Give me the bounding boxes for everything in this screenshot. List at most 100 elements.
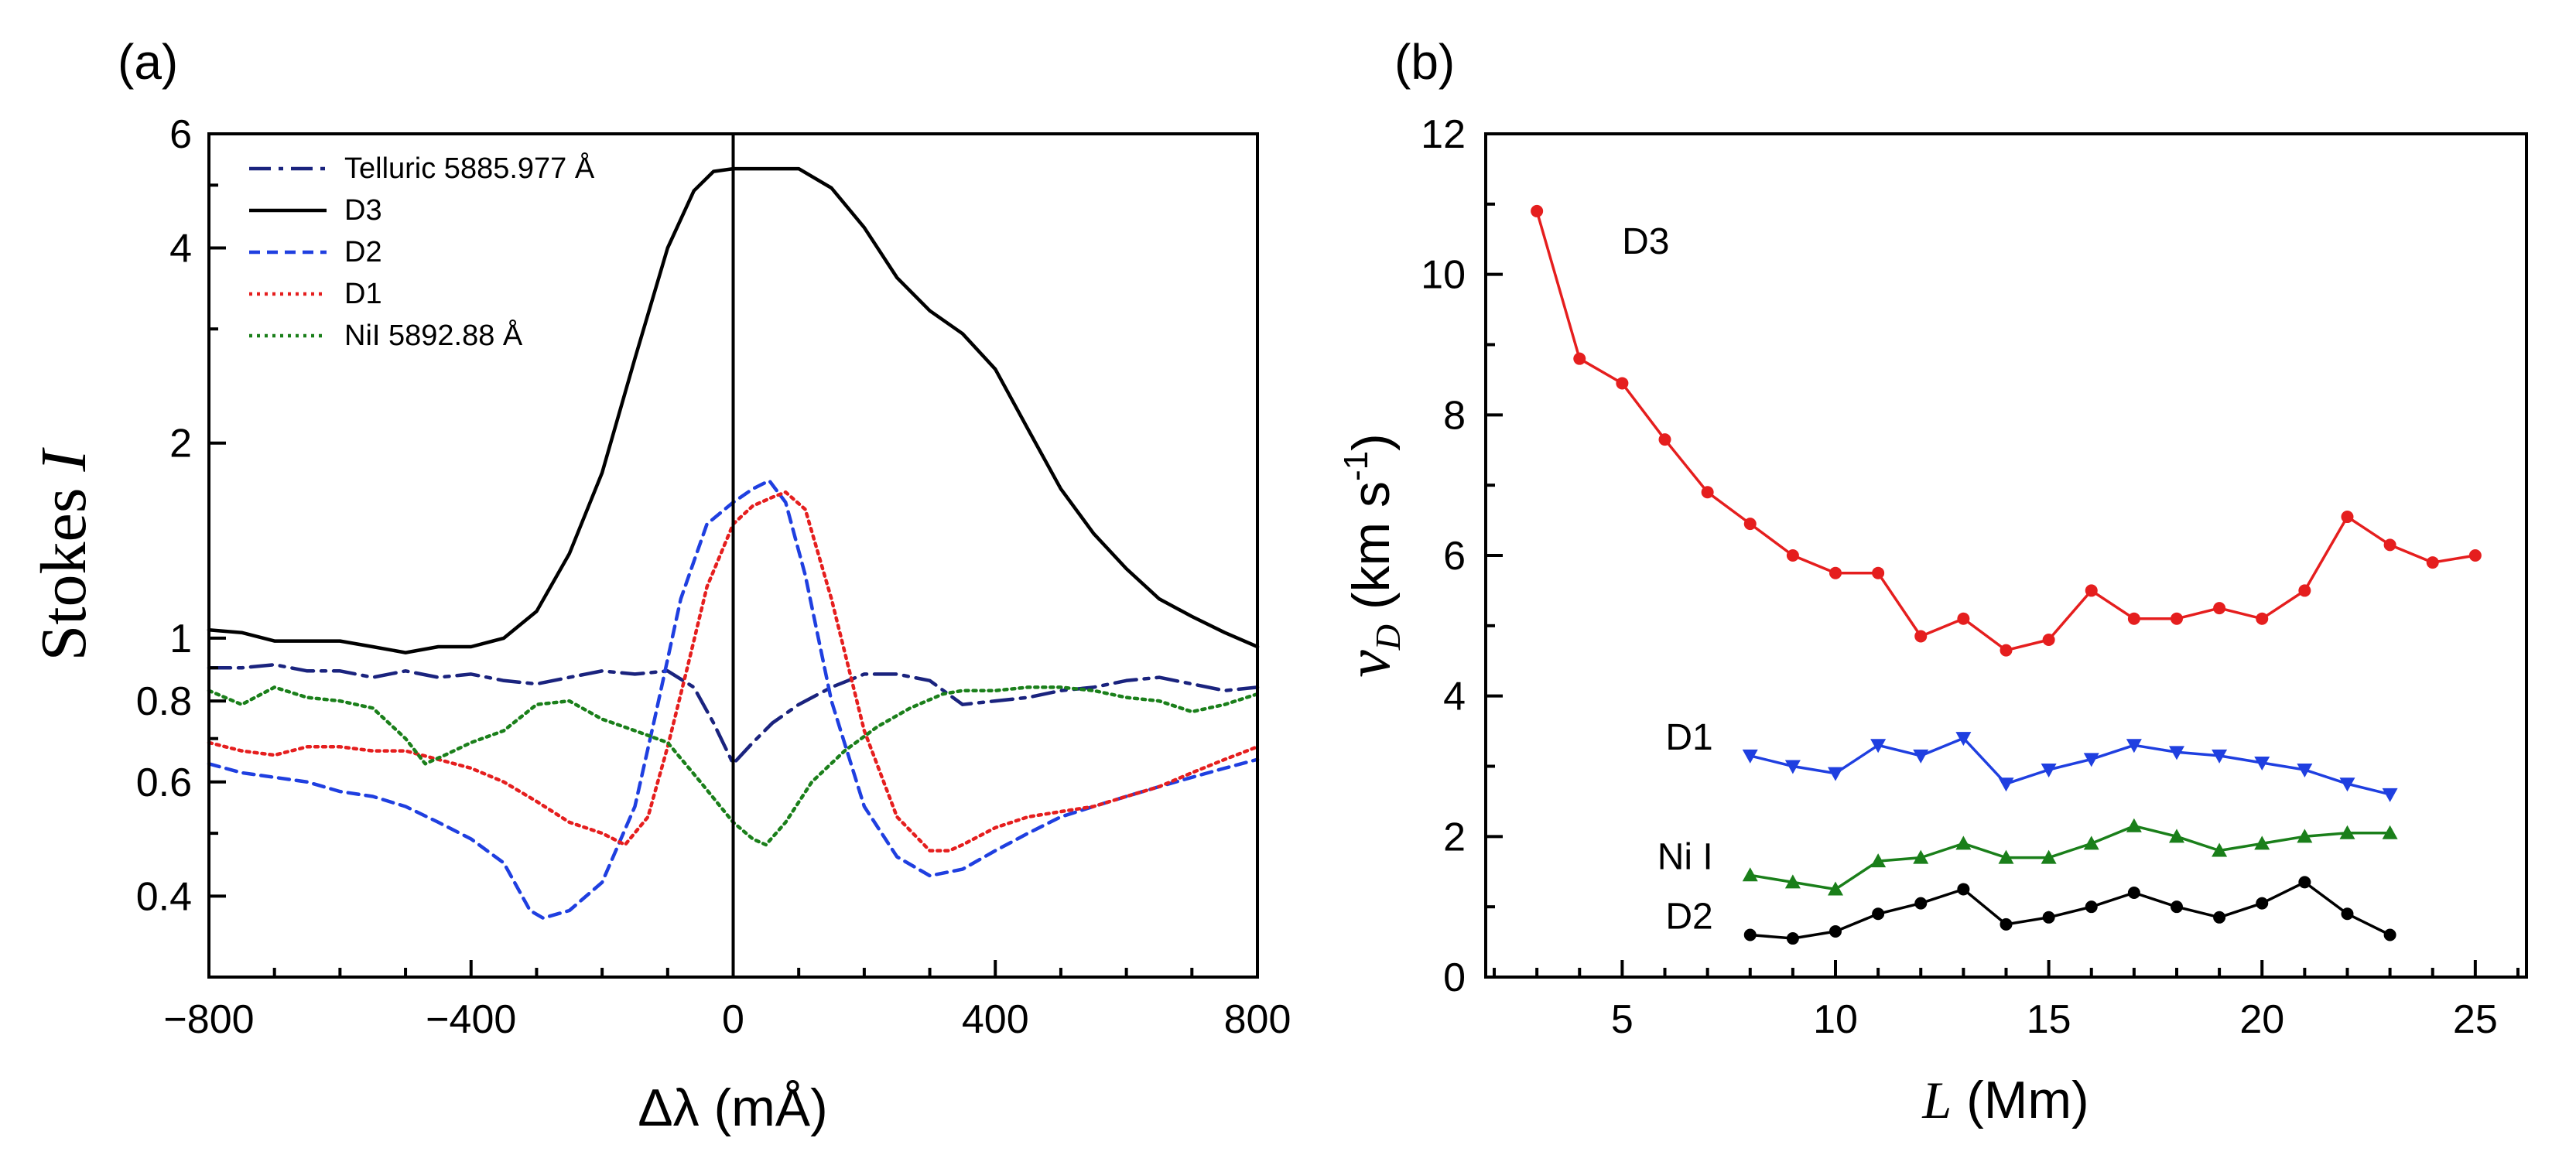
panel-b-y-axis-label-units: (km s xyxy=(1342,481,1401,624)
panel-b-data-point xyxy=(1870,853,1887,868)
panel-a-series-line-0 xyxy=(207,662,1260,766)
panel-b-data-point xyxy=(1998,849,2014,864)
panel-b-data-point xyxy=(2213,602,2226,615)
panel-b-data-point xyxy=(1743,928,1757,941)
panel-a-y-tick-label: 1 xyxy=(169,617,192,661)
panel-b-data-point xyxy=(2127,612,2140,625)
panel-b-data-point xyxy=(1914,630,1928,643)
panel-b-data-point xyxy=(2297,764,2313,778)
panel-b-y-tick-label: 10 xyxy=(1421,253,1466,298)
panel-a-y-tick-label: 0.6 xyxy=(136,760,192,805)
panel-b-data-point xyxy=(2212,749,2228,764)
panel-b-data-point xyxy=(2170,900,2183,914)
panel-b-data-point xyxy=(2041,849,2057,864)
panel-b-data-point xyxy=(2042,911,2055,924)
panel-b-data-point xyxy=(1914,897,1928,910)
panel-b-series-line-0 xyxy=(1535,210,2476,652)
panel-b-data-point xyxy=(1870,739,1887,753)
panel-b-data-point xyxy=(1658,433,1671,446)
panel-b-data-point xyxy=(2126,739,2142,753)
panel-b-data-point xyxy=(1786,932,1799,945)
panel-b-data-point xyxy=(2256,897,2269,910)
panel-b-series-name: D3 xyxy=(1622,221,1669,262)
panel-b-x-tick-label: 20 xyxy=(2239,997,2284,1042)
legend-label: Telluric 5885.977 Å xyxy=(344,151,595,185)
panel-b-data-point xyxy=(2127,887,2140,899)
panel-b-data-point xyxy=(1829,924,1842,938)
panel-b-y-tick-label: 2 xyxy=(1443,815,1466,859)
panel-b-data-point xyxy=(2213,911,2226,924)
panel-b-data-point xyxy=(1957,883,1970,896)
panel-b-y-tick-label: 4 xyxy=(1443,675,1466,719)
panel-b-series-names: D3 D1 Ni I D2 xyxy=(1622,221,1713,938)
panel-b-data-point xyxy=(1913,749,1929,764)
panel-b-data-point xyxy=(2168,829,2184,843)
panel-a-x-tick-label: 0 xyxy=(722,997,744,1042)
panel-b-x-tick-label: 25 xyxy=(2453,997,2498,1042)
panel-b-data-point xyxy=(2382,788,2398,802)
panel-a-y-tick-label: 4 xyxy=(169,227,192,272)
panel-b-data-point xyxy=(2085,584,2098,597)
panel-b-data-point xyxy=(2212,842,2228,857)
panel-b-data-point xyxy=(2000,918,2013,931)
panel-b-data-point xyxy=(1616,377,1629,390)
panel-a-label: (a) xyxy=(118,34,178,90)
panel-b-series xyxy=(1531,204,2482,945)
panel-b-data-point xyxy=(2298,584,2311,597)
legend-label: NiI 5892.88 Å xyxy=(344,318,523,352)
panel-b-data-point xyxy=(2126,818,2142,832)
panel-a-legend: Telluric 5885.977 Å D3 D2 D1 NiI 5892.88 Å xyxy=(249,151,595,352)
panel-b-data-point xyxy=(1573,352,1586,365)
panel-b-y-axis-label: vD (km s-1) xyxy=(1335,433,1408,678)
panel-a-x-tick-label: 800 xyxy=(1224,997,1291,1042)
panel-b-data-point xyxy=(1743,518,1757,531)
panel-b-data-point xyxy=(1828,881,1844,896)
panel-b-data-point xyxy=(2382,825,2398,839)
panel-b-data-point xyxy=(2383,538,2396,552)
panel-a-y-axis-label: Stokes I xyxy=(28,446,100,661)
panel-a-series-line-3 xyxy=(207,490,1260,853)
panel-b-data-point xyxy=(2426,556,2439,569)
panel-b-series-name: Ni I xyxy=(1657,836,1713,877)
panel-b-data-point xyxy=(2254,835,2270,850)
panel-b-y-tick-label: 12 xyxy=(1421,112,1466,157)
panel-b-series-line-1 xyxy=(1750,736,2391,796)
panel-a-y-tick-label: 0.8 xyxy=(136,679,192,724)
panel-b-x-tick-label: 15 xyxy=(2027,997,2071,1042)
panel-a-ticks: −800 −400 0 400 800 0.4 0.6 0.8 1 2 4 6 xyxy=(136,112,1291,1042)
panel-b-y-axis-label-symbol: v xyxy=(1335,650,1403,678)
panel-b-data-point xyxy=(1786,549,1799,562)
panel-b-data-point xyxy=(2083,753,2099,767)
panel-b-data-point xyxy=(1872,907,1885,921)
panel-b-data-point xyxy=(1913,849,1929,864)
panel-b-data-point xyxy=(1784,874,1801,889)
panel-b-x-axis-label: L (Mm) xyxy=(1921,1071,2089,1129)
panel-b-data-point xyxy=(1829,566,1842,579)
panel-b-data-point xyxy=(1701,486,1714,499)
panel-a-series-line-1 xyxy=(207,166,1260,654)
panel-b-data-point xyxy=(2297,829,2313,843)
panel-b-data-point xyxy=(1872,566,1885,579)
panel-b-data-point xyxy=(2083,835,2099,850)
panel-b-data-point xyxy=(2042,634,2055,646)
legend-label: D2 xyxy=(344,236,382,268)
panel-a-series-line-4 xyxy=(207,685,1260,847)
panel-b-data-point xyxy=(2085,900,2098,914)
panel-b-data-point xyxy=(2341,511,2354,524)
panel-b-data-point xyxy=(1784,760,1801,774)
panel-a-x-tick-label: −800 xyxy=(163,997,254,1042)
panel-b-series-name: D1 xyxy=(1665,717,1712,758)
panel-b-data-point xyxy=(2170,612,2183,625)
panel-a-y-tick-label: 2 xyxy=(169,422,192,466)
panel-b-data-point xyxy=(1955,835,1972,850)
panel-b-x-tick-label: 10 xyxy=(1813,997,1858,1042)
panel-b-series-line-3 xyxy=(1750,880,2391,940)
panel-a-y-axis-label-symbol: I xyxy=(28,446,100,472)
panel-b-y-axis-label-subscript: D xyxy=(1368,624,1408,651)
panel-b-data-point xyxy=(1998,777,2014,792)
panel-b-data-point xyxy=(2341,907,2354,921)
panel-b-data-point xyxy=(1955,732,1972,747)
panel-b-data-point xyxy=(2041,764,2057,778)
panel-b-data-point xyxy=(1742,749,1758,764)
